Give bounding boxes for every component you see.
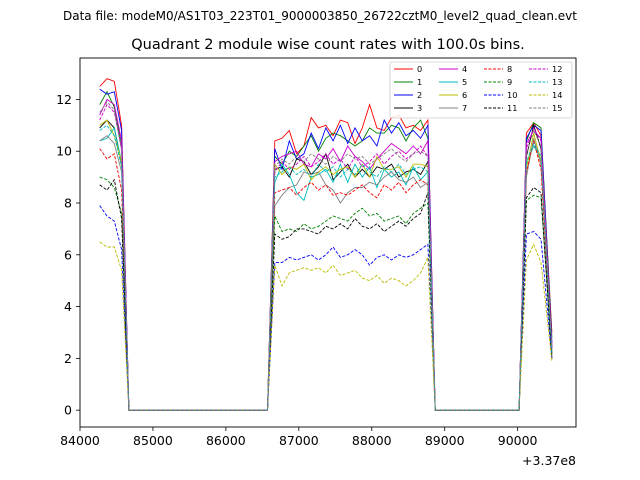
legend-label-9: 9	[507, 77, 512, 87]
legend-label-7: 7	[462, 103, 467, 113]
legend-label-12: 12	[552, 64, 562, 74]
series-line-12	[99, 103, 553, 411]
x-tick-label: 85000	[133, 433, 173, 448]
series-line-14	[99, 241, 553, 411]
legend-label-1: 1	[417, 77, 422, 87]
y-axis: 0 2 4 6 8 10 12	[56, 92, 80, 418]
legend-label-10: 10	[507, 90, 517, 100]
y-tick-label: 0	[64, 403, 72, 418]
series-line-7	[99, 135, 553, 411]
legend-label-2: 2	[417, 90, 422, 100]
x-axis: 84000 85000 86000 87000 88000 89000 90000	[60, 427, 538, 448]
x-tick-label: 89000	[425, 433, 465, 448]
series-line-4	[99, 98, 553, 411]
series-line-1	[99, 90, 553, 411]
series-line-15	[99, 101, 553, 411]
series-line-11	[99, 178, 553, 411]
legend-label-13: 13	[552, 77, 562, 87]
legend-label-14: 14	[552, 90, 562, 100]
legend-label-0: 0	[417, 64, 422, 74]
series-line-9	[99, 176, 553, 411]
series-line-10	[99, 205, 553, 411]
legend-box	[389, 61, 573, 119]
legend-label-4: 4	[462, 64, 467, 74]
series-line-13	[99, 124, 553, 411]
series-line-8	[99, 140, 553, 411]
x-tick-label: 88000	[352, 433, 392, 448]
y-tick-label: 2	[64, 351, 72, 366]
y-tick-label: 8	[64, 196, 72, 211]
x-offset-label: +3.37e8	[522, 453, 576, 468]
chart-suptitle: Data file: modeM0/AS1T03_223T01_90000038…	[63, 9, 577, 23]
chart-title: Quadrant 2 module wise count rates with …	[131, 37, 525, 53]
legend-label-8: 8	[507, 64, 512, 74]
series-line-5	[99, 126, 553, 411]
y-tick-label: 4	[64, 299, 72, 314]
legend-label-15: 15	[552, 103, 562, 113]
plot-lines	[99, 78, 553, 411]
legend-label-3: 3	[417, 103, 422, 113]
plot-frame	[79, 57, 577, 428]
x-tick-label: 84000	[60, 433, 100, 448]
x-tick-label: 90000	[498, 433, 538, 448]
series-line-2	[99, 88, 553, 411]
legend-label-6: 6	[462, 90, 467, 100]
y-tick-label: 10	[56, 144, 72, 159]
y-tick-label: 12	[56, 92, 72, 107]
x-tick-label: 86000	[206, 433, 246, 448]
legend-label-5: 5	[462, 77, 467, 87]
x-tick-label: 87000	[279, 433, 319, 448]
legend-label-11: 11	[507, 103, 517, 113]
y-tick-label: 6	[64, 247, 72, 262]
